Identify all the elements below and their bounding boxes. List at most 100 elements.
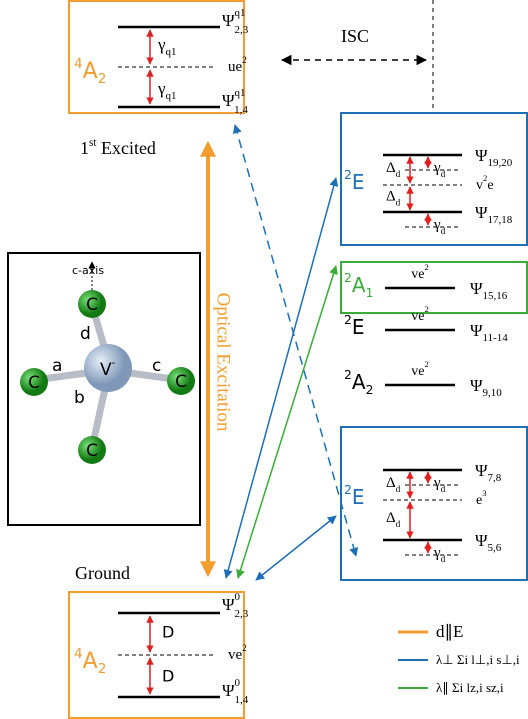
level-label: Ψq1 2,3 xyxy=(222,7,249,36)
term-label: 2E xyxy=(344,312,365,339)
splitting-label: γq1 xyxy=(157,35,177,58)
splitting-label: γd xyxy=(433,217,446,237)
bond-label: a xyxy=(52,356,62,376)
config-label-main: ve xyxy=(228,647,243,663)
splitting-label: γd xyxy=(433,545,446,565)
atom-label: C xyxy=(86,441,98,461)
splitting-label-main: Δ xyxy=(386,160,396,176)
term-label-main: A xyxy=(352,273,366,297)
level-label-sub: 7,8 xyxy=(488,472,502,484)
term-label-main: A xyxy=(83,649,98,674)
state-caption-sup: st xyxy=(89,137,97,149)
carbon xyxy=(167,367,195,395)
level-label-sub: 2,3 xyxy=(235,24,249,36)
splitting-label-sub: d xyxy=(396,520,401,530)
term-label-sup: 2 xyxy=(344,482,352,497)
level-label: Ψ7,8 xyxy=(475,461,502,484)
config-label: ve2 xyxy=(411,262,429,282)
level-label-sub: 19,20 xyxy=(488,157,513,169)
level-label-sup: q1 xyxy=(235,7,246,19)
atom-label: C xyxy=(175,372,187,392)
splitting-label-sub: d xyxy=(441,555,446,565)
splitting-label: γd xyxy=(433,475,446,495)
splitting-label: D xyxy=(162,667,174,686)
state-caption-rest: Excited xyxy=(96,138,155,158)
level-label-main: Ψ xyxy=(222,11,235,30)
state-caption: 1st Excited xyxy=(80,137,156,159)
splitting-label-main: γ xyxy=(157,35,166,54)
atom-label-main: V xyxy=(100,360,112,380)
bond-label: b xyxy=(74,388,85,408)
level-label-sub: 17,18 xyxy=(488,214,513,226)
level-label-sub: 5,6 xyxy=(488,542,502,554)
legend-label: λ⊥ Σi l⊥,i s⊥,i xyxy=(436,652,520,667)
term-label-main: A xyxy=(352,370,366,394)
term-label: 2A2 xyxy=(344,367,373,397)
splitting-label: Δd xyxy=(386,189,401,209)
level-label: Ψ11-14 xyxy=(470,321,508,344)
config-label-rest: e xyxy=(487,178,493,193)
splitting-label-main: γ xyxy=(433,160,441,176)
splitting-label: Δd xyxy=(386,510,401,530)
term-label-main: A xyxy=(83,59,98,84)
splitting-label-main: γ xyxy=(433,475,441,491)
splitting-label-sub: d xyxy=(396,199,401,209)
legend-label: λ∥ Σi lz,i sz,i xyxy=(436,680,504,695)
level-label-main: Ψ xyxy=(222,595,235,614)
level-label-main: Ψ xyxy=(475,203,488,222)
term-label: 4A2 xyxy=(74,646,106,677)
config-label-sup: 2 xyxy=(424,304,428,314)
term-label-main: E xyxy=(352,170,365,194)
transitions xyxy=(200,0,434,581)
bond-label: d xyxy=(80,324,91,344)
config-label-main: ve xyxy=(411,309,424,324)
splitting-label-sub: d xyxy=(441,227,446,237)
term-label-sup: 4 xyxy=(74,56,83,72)
vanadium xyxy=(84,344,132,392)
term-label-sup: 2 xyxy=(344,312,352,327)
config-label: e3 xyxy=(476,488,487,508)
atom-label-sup: - xyxy=(112,357,116,369)
config-label: ve2 xyxy=(228,644,247,663)
splitting-label: γd xyxy=(433,160,446,180)
config-label-sup: 2 xyxy=(242,644,247,654)
level-label-main: Ψ xyxy=(222,91,235,110)
level-label-sub: 2,3 xyxy=(235,608,249,620)
ground-box xyxy=(68,591,245,719)
term-label: 2A1 xyxy=(344,270,373,300)
carbon xyxy=(78,290,106,318)
level-label-sup: 0 xyxy=(235,591,241,603)
level-label-sub: 11-14 xyxy=(483,332,509,344)
perp-arrow xyxy=(255,515,337,581)
config-label-sup: 3 xyxy=(482,488,486,498)
level-label-main: Ψ xyxy=(475,531,488,550)
legend: d∥E λ⊥ Σi l⊥,i s⊥,i λ∥ Σi lz,i sz,i xyxy=(398,622,520,695)
level-label-main: Ψ xyxy=(470,321,483,340)
splitting-label-main: γ xyxy=(433,545,441,561)
splitting-label-sub: d xyxy=(396,485,401,495)
perp-arrow xyxy=(223,177,339,579)
carbon xyxy=(78,436,106,464)
config-label-main: v xyxy=(476,178,483,193)
state-caption-main: 1 xyxy=(80,138,89,158)
legend-label: d∥E xyxy=(436,622,463,641)
config-label-sup: 2 xyxy=(424,359,428,369)
isc-dashed-arrow xyxy=(232,124,359,557)
level-label: Ψ0 1,4 xyxy=(222,677,249,706)
term-label-sup: 4 xyxy=(74,646,83,662)
splitting-label-main: Δ xyxy=(386,510,396,526)
splitting-label-main: Δ xyxy=(386,189,396,205)
ground-caption: Ground xyxy=(75,563,130,583)
splitting-label-sub: d xyxy=(441,485,446,495)
atom-label: C xyxy=(86,295,98,315)
level-label-sub: 1,4 xyxy=(234,104,248,116)
term-label: 2E xyxy=(344,167,365,194)
optical-label: Optical Excitation xyxy=(213,293,234,432)
isc-label: ISC xyxy=(341,26,369,46)
atom-label: V- xyxy=(100,357,116,380)
config-label: ue2 xyxy=(228,56,247,75)
splitting-label: Δd xyxy=(386,160,401,180)
level-label-sub: 15,16 xyxy=(483,290,508,302)
config-label: v2e xyxy=(476,173,494,193)
level-label: Ψ17,18 xyxy=(475,203,513,226)
